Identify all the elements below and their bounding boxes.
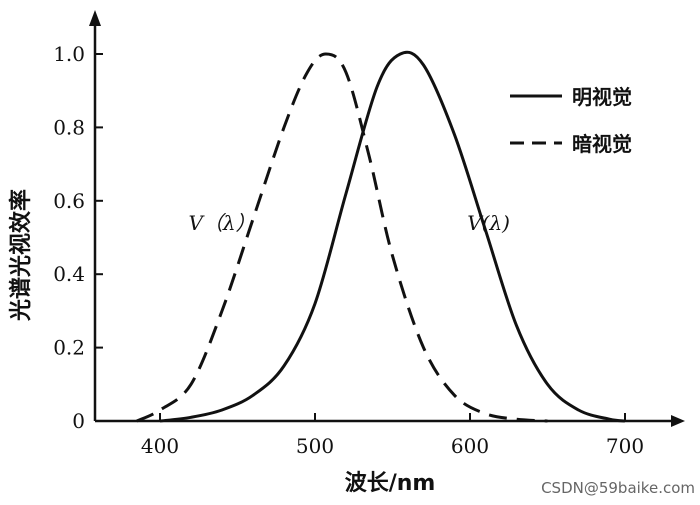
y-axis-arrow <box>89 10 101 26</box>
curve-annotation: V（λ） <box>188 211 255 235</box>
y-tick-label: 0.6 <box>53 189 85 213</box>
y-tick-label: 0.8 <box>53 115 85 139</box>
x-tick-label: 500 <box>296 434 334 458</box>
watermark: CSDN@59baike.com <box>541 479 695 497</box>
series-scotopic-line <box>136 52 548 423</box>
x-tick-label: 600 <box>451 434 489 458</box>
series-layer <box>136 50 626 423</box>
legend-label: 明视觉 <box>572 85 632 109</box>
curve-annotation: V(λ) <box>467 211 510 235</box>
series-photopic-line <box>159 50 626 423</box>
y-tick-label: 0 <box>72 409 85 433</box>
axes <box>89 10 685 427</box>
x-axis-arrow <box>671 415 685 427</box>
ticks: 400 500 600 700 0 0.2 0.4 0.6 0.8 1.0 <box>53 42 644 458</box>
legend-label: 暗视觉 <box>572 132 632 156</box>
x-axis-title: 波长/nm <box>345 471 436 496</box>
x-tick-label: 400 <box>141 434 179 458</box>
annotations: V（λ） V(λ) <box>188 211 510 235</box>
y-tick-label: 1.0 <box>53 42 85 66</box>
y-tick-label: 0.2 <box>53 336 85 360</box>
y-tick-label: 0.4 <box>53 262 85 286</box>
x-tick-label: 700 <box>606 434 644 458</box>
y-axis-title: 光谱光视效率 <box>8 189 34 322</box>
